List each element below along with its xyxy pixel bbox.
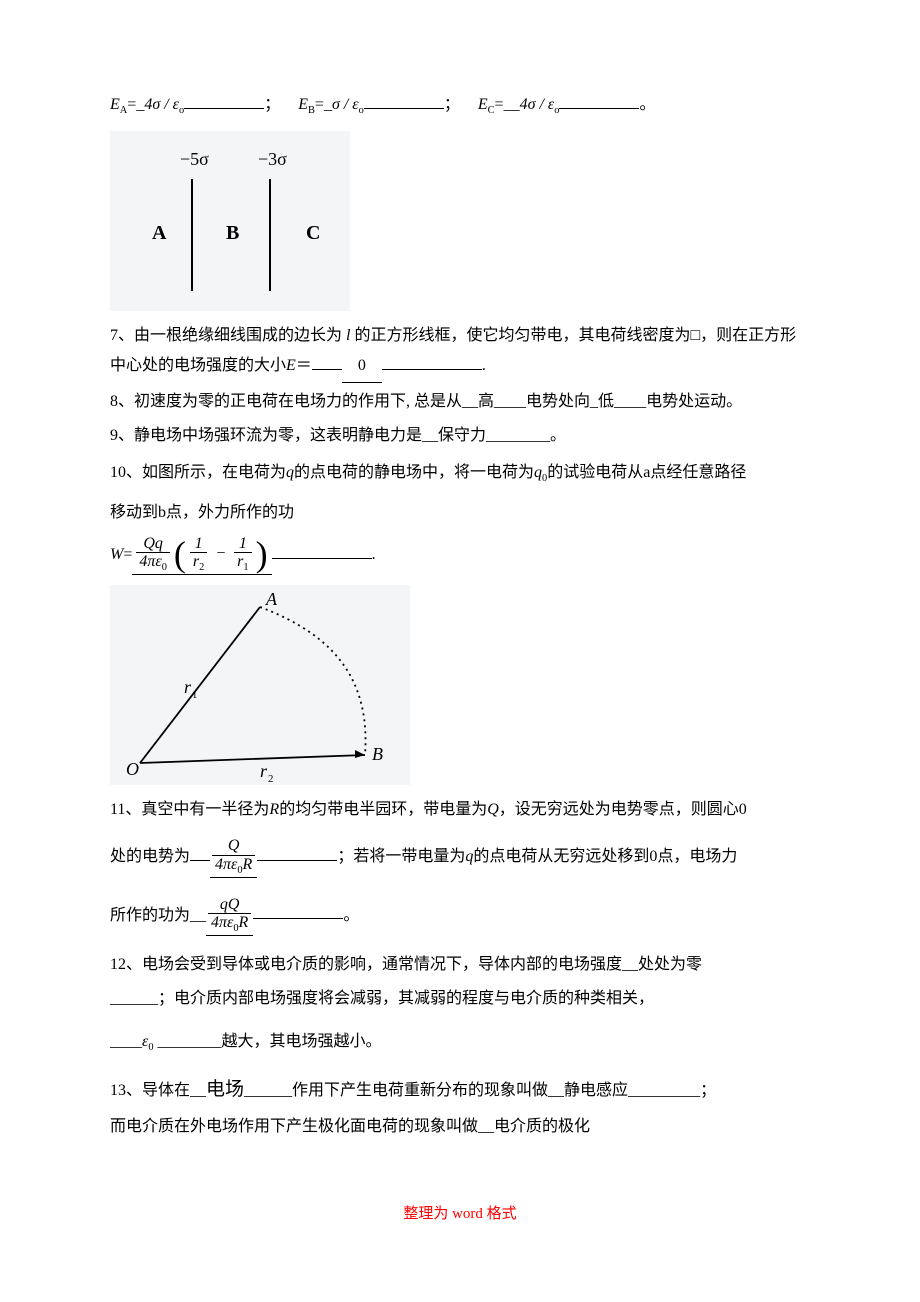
question-11-line2: 处的电势为 Q 4πε0R ；若将一带电量为q的点电荷从无穷远处移到0点，电场力 (110, 837, 810, 877)
svg-text:−5σ: −5σ (180, 149, 209, 169)
q13-answer-polarization: 电介质的极化 (494, 1118, 590, 1135)
svg-text:A: A (265, 589, 278, 609)
svg-text:A: A (152, 222, 167, 244)
frac-1-r1: 1 r1 (234, 535, 251, 574)
svg-text:B: B (226, 222, 239, 244)
frac-qQ-4pie0R: qQ 4πε0R (208, 896, 251, 935)
svg-text:O: O (126, 759, 139, 779)
plates-diagram: −5σ −3σ A B C (110, 131, 350, 311)
EA-label: E (110, 96, 120, 113)
question-7: 7、由一根绝缘细线围成的边长为 l 的正方形线框，使它均匀带电，其电荷线密度为□… (110, 321, 810, 383)
question-10-line1: 10、如图所示，在电荷为q的点电荷的静电场中，将一电荷为q0的试验电荷从a点经任… (110, 458, 810, 489)
page-footer: 整理为 word 格式 (110, 1202, 810, 1223)
q13-big-field: 电场 (206, 1079, 244, 1100)
frac-Qq-4pie0: Qq 4πε0 (136, 535, 170, 574)
q12-answer-zero: 处处为零 (638, 956, 702, 973)
question-10-formula: W= Qq 4πε0 ( 1 r2 − 1 r1 ) . (110, 535, 810, 575)
q8-answer-low: 低 (598, 393, 614, 410)
frac-Q-4pie0R: Q 4πε0R (212, 837, 255, 876)
svg-text:2: 2 (268, 773, 273, 785)
question-12-line2: ______；电介质内部电场强度将会减弱，其减弱的程度与电介质的种类相关， (110, 984, 810, 1014)
q13-answer-induction: 静电感应 (564, 1082, 628, 1099)
question-8: 8、初速度为零的正电荷在电场力的作用下, 总是从__高____电势处向_低___… (110, 387, 810, 417)
svg-text:−3σ: −3σ (258, 149, 287, 169)
EB-label: E (298, 96, 308, 113)
EC-label: E (478, 96, 488, 113)
frac-1-r2: 1 r2 (190, 535, 207, 574)
svg-text:r: r (184, 677, 192, 697)
svg-text:C: C (306, 222, 320, 244)
question-9: 9、静电场中场强环流为零，这表明静电力是__保守力________。 (110, 421, 810, 451)
figure-triangle-path: OABr1r2 (110, 585, 810, 785)
question-11-line1: 11、真空中有一半径为R的均匀带电半园环，带电量为Q，设无穷远处为电势零点，则圆… (110, 795, 810, 825)
question-13-line2: 而电介质在外电场作用下产生极化面电荷的现象叫做__电介质的极化 (110, 1112, 810, 1142)
question-13-line1: 13、导体在__电场______作用下产生电荷重新分布的现象叫做__静电感应__… (110, 1072, 810, 1108)
equation-line-EA-EB-EC: EA=_4σ / εo； EB=_σ / εo； EC=__4σ / εo。 (110, 90, 810, 121)
svg-text:1: 1 (192, 689, 197, 701)
svg-text:B: B (372, 744, 383, 764)
q8-answer-high: 高 (478, 393, 494, 410)
svg-text:r: r (260, 761, 268, 781)
q7-answer: 0 (342, 351, 382, 382)
question-10-line2: 移动到b点，外力所作的功 (110, 498, 810, 528)
triangle-diagram: OABr1r2 (110, 585, 410, 785)
question-12-line1: 12、电场会受到导体或电介质的影响，通常情况下，导体内部的电场强度__处处为零 (110, 950, 810, 980)
q9-answer: 保守力 (438, 427, 486, 444)
question-11-line3: 所作的功为__ qQ 4πε0R 。 (110, 896, 810, 936)
question-12-line3: ____ε0 ________越大，其电场强越小。 (110, 1027, 810, 1058)
figure-parallel-plates: −5σ −3σ A B C (110, 131, 810, 311)
